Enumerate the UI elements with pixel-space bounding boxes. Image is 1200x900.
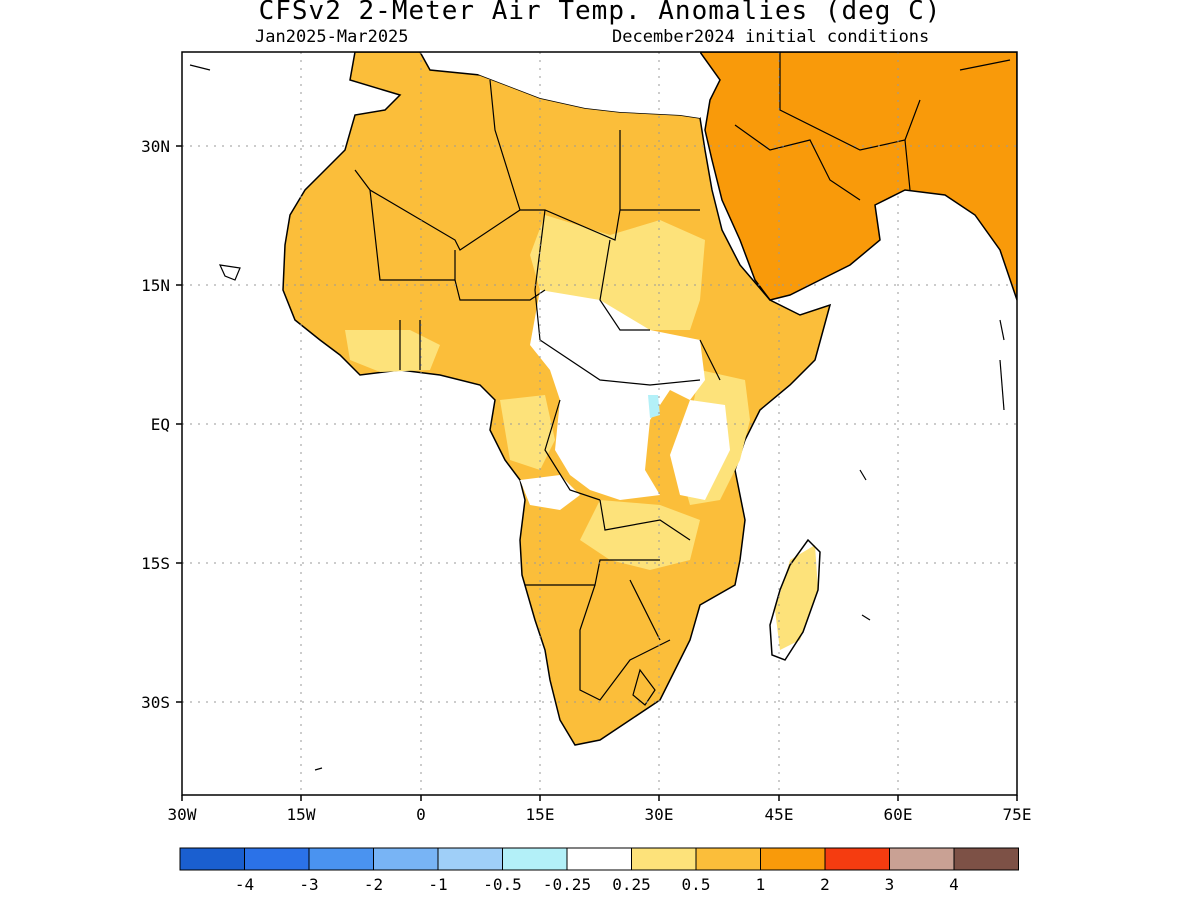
colorbar-swatch-6 xyxy=(566,847,632,871)
colorbar-label-5: -0.25 xyxy=(543,875,591,894)
colorbar-label-6: 0.25 xyxy=(612,875,651,894)
colorbar-swatch-11 xyxy=(889,847,955,871)
colorbar-label-2: -2 xyxy=(364,875,383,894)
lat-label-30s: 30S xyxy=(141,693,170,712)
colorbar-label-10: 3 xyxy=(885,875,895,894)
colorbar-swatch-12 xyxy=(953,847,1019,871)
colorbar-swatch-9 xyxy=(760,847,826,871)
lon-label-45e: 45E xyxy=(765,805,794,824)
colorbar-label-7: 0.5 xyxy=(682,875,711,894)
colorbar-label-9: 2 xyxy=(820,875,830,894)
colorbar-label-3: -1 xyxy=(428,875,447,894)
colorbar-swatch-2 xyxy=(308,847,374,871)
colorbar-swatch-0 xyxy=(179,847,245,871)
colorbar-swatch-5 xyxy=(502,847,568,871)
colorbar: -4 -3 -2 -1 -0.5 -0.25 0.25 0.5 1 2 3 4 xyxy=(179,847,1019,894)
lon-label-60e: 60E xyxy=(884,805,913,824)
country-borders xyxy=(354,52,1011,706)
colorbar-label-1: -3 xyxy=(299,875,318,894)
islands xyxy=(189,64,1005,771)
grid-lines xyxy=(182,52,1017,795)
yellow-zone-madagascar xyxy=(775,545,818,650)
lon-label-30e: 30E xyxy=(645,805,674,824)
subtitle-period: Jan2025-Mar2025 xyxy=(255,27,409,47)
colorbar-swatch-10 xyxy=(824,847,890,871)
lat-label-eq: EQ xyxy=(151,415,170,434)
colorbar-swatch-4 xyxy=(437,847,503,871)
lon-label-0: 0 xyxy=(416,805,426,824)
lon-label-75e: 75E xyxy=(1003,805,1032,824)
lon-label-15w: 15W xyxy=(287,805,316,824)
yellow-zone-congo xyxy=(500,395,555,470)
yellow-zone-south xyxy=(580,500,700,570)
colorbar-swatch-3 xyxy=(373,847,439,871)
neutral-zone-central xyxy=(530,290,705,500)
neutral-zone-south xyxy=(520,475,580,510)
anomaly-field xyxy=(189,52,1017,771)
lat-label-15n: 15N xyxy=(141,276,170,295)
colorbar-swatch-7 xyxy=(631,847,697,871)
arabia-landmass xyxy=(699,52,1017,301)
colorbar-swatch-8 xyxy=(695,847,761,871)
colorbar-label-8: 1 xyxy=(756,875,766,894)
colorbar-label-4: -0.5 xyxy=(483,875,522,894)
neutral-zone-north xyxy=(430,52,700,118)
lat-label-30n: 30N xyxy=(141,137,170,156)
colorbar-label-0: -4 xyxy=(235,875,254,894)
africa-landmass xyxy=(282,52,832,746)
axis-ticks xyxy=(176,145,1018,801)
lon-label-15e: 15E xyxy=(526,805,555,824)
colorbar-swatch-1 xyxy=(244,847,310,871)
colorbar-label-11: 4 xyxy=(949,875,959,894)
cool-patch xyxy=(648,395,660,418)
lat-label-15s: 15S xyxy=(141,554,170,573)
madagascar-outline xyxy=(769,538,821,661)
lon-label-30w: 30W xyxy=(168,805,197,824)
map-title: CFSv2 2-Meter Air Temp. Anomalies (deg C… xyxy=(258,0,942,26)
yellow-zone-west xyxy=(345,330,440,372)
subtitle-initial-conditions: December2024 initial conditions xyxy=(612,27,930,47)
neutral-zone-east xyxy=(670,400,730,500)
yellow-zone-sahel xyxy=(530,215,705,330)
